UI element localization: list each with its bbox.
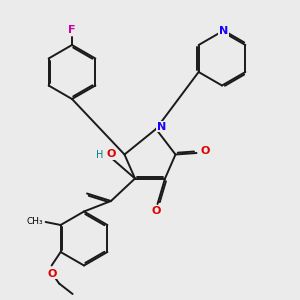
Text: H: H [96, 150, 103, 161]
Text: F: F [68, 25, 76, 35]
Text: N: N [157, 122, 166, 132]
Text: O: O [47, 268, 57, 279]
Text: O: O [107, 149, 116, 160]
Text: O: O [200, 146, 210, 157]
Text: CH₃: CH₃ [27, 218, 44, 226]
Text: O: O [151, 206, 161, 216]
Text: N: N [219, 26, 228, 37]
